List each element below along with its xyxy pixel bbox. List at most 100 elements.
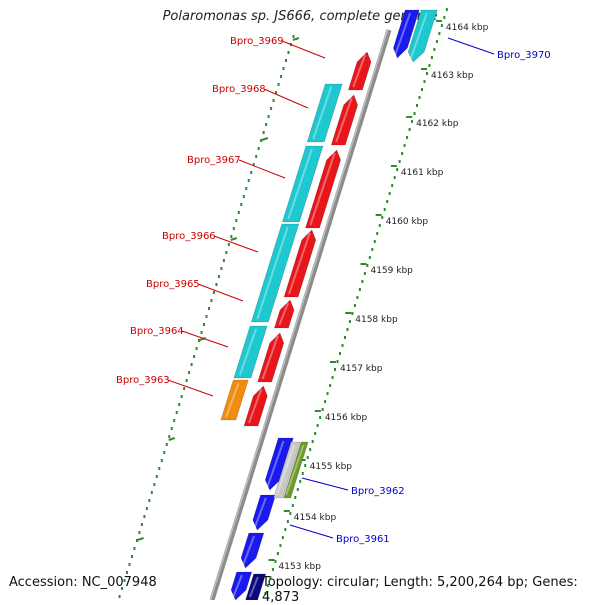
inner-dot [356, 296, 359, 299]
inner-dot [324, 400, 327, 403]
outer-dot [242, 195, 245, 198]
gene-blue-sheen [232, 574, 243, 598]
inner-dot [368, 256, 371, 259]
outer-dot [232, 227, 235, 230]
tick-layer [118, 8, 448, 598]
inner-dot [294, 496, 297, 499]
gene-orange-sheen [225, 382, 240, 418]
gene-label-right: Bpro_3961 [336, 534, 390, 545]
gene-blue [264, 437, 294, 491]
inner-dot [430, 56, 433, 59]
inner-dot [378, 224, 381, 227]
outer-dot [267, 115, 270, 118]
inner-dot [396, 168, 399, 171]
outer-dot [143, 515, 146, 518]
gene-red-sheen [278, 302, 289, 326]
outer-dot [230, 235, 233, 238]
gene-label-left-leader [197, 283, 244, 302]
outer-dot [165, 443, 168, 446]
outer-dot [280, 75, 283, 78]
inner-dot [309, 448, 312, 451]
outer-tick [292, 37, 300, 41]
gene-cyan [233, 325, 268, 379]
scale-label: 4161 kbp [401, 168, 444, 178]
gene-label-left-leader [181, 330, 229, 348]
gene-red [243, 385, 268, 427]
inner-dot [420, 88, 423, 91]
outer-dot [210, 299, 213, 302]
outer-dot [225, 251, 228, 254]
outer-dot [173, 419, 176, 422]
gene-red [347, 51, 372, 91]
gene-cyan [306, 83, 343, 143]
gene-label-right-leader [447, 37, 495, 55]
inner-dot [299, 480, 302, 483]
inner-dot [276, 552, 279, 555]
gene-blue-top-sheen [394, 12, 412, 56]
gene-cyan-sheen [238, 328, 257, 376]
inner-dot [411, 120, 414, 123]
outer-dot [126, 571, 129, 574]
outer-dot [250, 171, 253, 174]
scale-label: 4164 kbp [446, 23, 489, 33]
gene-blue-sheen [266, 440, 285, 488]
scale-label: 4163 kbp [431, 71, 474, 81]
inner-dot [301, 472, 304, 475]
outer-dot [262, 131, 265, 134]
outer-dot [140, 523, 143, 526]
gene-cyan [250, 223, 300, 323]
inner-dot [423, 80, 426, 83]
outer-dot [168, 435, 171, 438]
inner-dot [281, 536, 284, 539]
inner-dot [406, 136, 409, 139]
outer-dot [121, 587, 124, 590]
outer-dot [195, 347, 198, 350]
gene-label-right-leader [289, 524, 334, 539]
inner-dot [408, 128, 411, 131]
gene-blue-sheen [242, 535, 255, 566]
scale-label: 4154 kbp [294, 513, 337, 523]
backbone-line [209, 29, 392, 600]
outer-dot [133, 547, 136, 550]
gene-label-left: Bpro_3967 [187, 155, 241, 166]
gene-label-right: Bpro_3970 [497, 50, 551, 61]
outer-dot [292, 35, 295, 38]
inner-dot [445, 8, 448, 11]
outer-dot [198, 339, 201, 342]
inner-dot [334, 368, 337, 371]
outer-dot [247, 179, 250, 182]
gene-blue [240, 532, 265, 569]
outer-dot [180, 395, 183, 398]
outer-dot [118, 595, 121, 598]
gene-cyan [281, 145, 324, 223]
scale-label: 4153 kbp [279, 562, 322, 572]
inner-dot [418, 96, 421, 99]
gene-label-left: Bpro_3966 [162, 231, 216, 242]
inner-dot [286, 520, 289, 523]
outer-dot [200, 331, 203, 334]
inner-dot [388, 192, 391, 195]
inner-dot [361, 280, 364, 283]
outer-dot [260, 139, 263, 142]
gene-blue [230, 571, 253, 600]
inner-dot [274, 560, 277, 563]
outer-dot [145, 507, 148, 510]
inner-dot [316, 424, 319, 427]
inner-dot [289, 512, 292, 515]
outer-dot [282, 67, 285, 70]
inner-dot [366, 264, 369, 267]
outer-dot [193, 355, 196, 358]
gene-red-sheen [261, 335, 279, 380]
inner-dot [435, 40, 438, 43]
gene-red-sheen [247, 388, 263, 424]
outer-dot [227, 243, 230, 246]
inner-dot [279, 544, 282, 547]
inner-dot [326, 392, 329, 395]
inner-dot [428, 64, 431, 67]
inner-dot [311, 440, 314, 443]
inner-dot [425, 72, 428, 75]
gene-olive-sheen [285, 444, 305, 496]
gene-navy [245, 573, 267, 600]
gene-red [330, 94, 359, 146]
